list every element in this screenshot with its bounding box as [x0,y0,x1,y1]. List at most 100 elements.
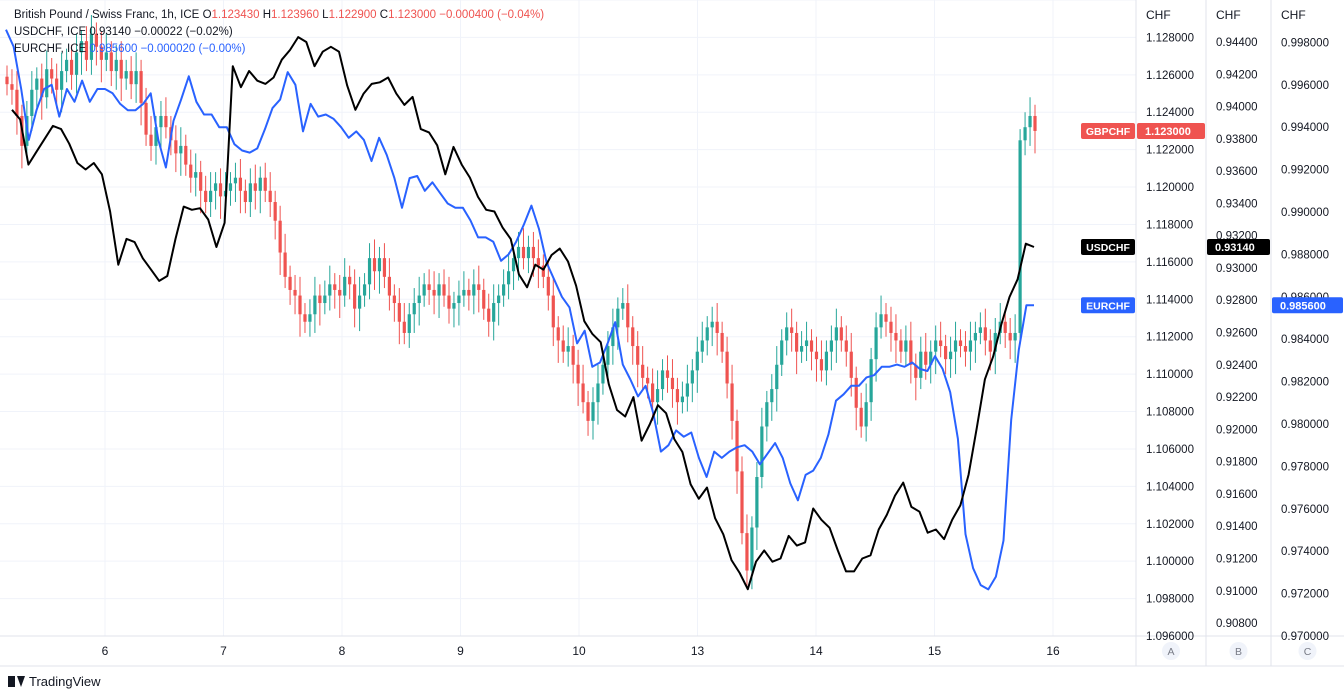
candle-body [218,183,223,197]
candle-body [665,370,670,378]
candle-body [790,327,794,333]
legend-usdchf-value: 0.93140 [89,26,131,38]
axis-tick-B: 0.92800 [1216,295,1258,307]
axis-tick-B: 0.93600 [1216,166,1258,178]
candle-body [5,76,9,85]
candle-body [213,183,218,191]
candle-body [685,383,689,397]
candle-body [914,364,918,378]
axis-tick-B: 0.94400 [1216,37,1258,49]
candle-body [730,383,734,421]
candle-body [35,78,39,90]
axis-tick-C: 0.988000 [1281,249,1329,261]
axis-tick-B: 0.92200 [1216,392,1258,404]
candle-body [526,246,531,259]
candle-body [953,340,958,352]
candle-body [189,164,193,178]
candle-body [621,303,625,309]
candle-body [199,172,203,191]
candle-body [338,289,342,296]
candle-body [993,332,997,352]
axis-tick-A: 1.118000 [1146,219,1193,231]
candle-body [829,340,833,352]
axis-tick-C: 0.992000 [1281,165,1329,177]
axis-tick-A: 1.102000 [1146,519,1194,531]
candle-body [606,346,610,365]
candle-body [795,332,799,352]
candle-body [929,351,933,365]
candle-body [1003,321,1007,333]
candle-body [591,402,595,421]
candle-body [819,359,824,371]
axis-tick-A: 1.098000 [1146,594,1194,606]
candle-body [690,370,694,384]
candle-body [765,402,769,427]
scale-button-A[interactable] [1162,642,1180,660]
candle-body [129,71,133,85]
candle-body [1023,127,1027,141]
candle-body [546,276,550,296]
candle-body [924,351,928,365]
tradingview-logo[interactable]: TradingView [8,674,101,689]
x-tick-label: 6 [102,644,109,658]
candle-body [10,84,14,90]
x-tick-label: 13 [691,644,705,658]
candle-body [780,340,784,365]
candle-body [874,327,878,360]
candle-body [243,190,247,203]
candle-body [909,340,913,365]
candle-body [308,314,312,322]
series-label-text: GBPCHF [1086,126,1131,138]
axis-tick-C: 0.976000 [1281,504,1329,516]
candle-body [884,314,888,322]
usdchf-line [11,36,1035,591]
candle-body [318,295,322,304]
candle-body [745,533,749,571]
legend-high-value: 1.123960 [271,9,319,21]
candle-body [268,190,272,203]
candle-body [333,284,337,290]
scale-button-C[interactable] [1298,642,1317,660]
scale-button-B[interactable] [1229,642,1248,660]
axis-tick-C: 0.972000 [1281,589,1329,601]
candle-body [785,327,789,341]
axis-tick-C: 0.974000 [1281,546,1329,558]
axis-tick-B: 0.93400 [1216,198,1258,210]
legend-close-label: C [379,9,389,21]
candle-body [799,346,804,352]
candle-body [303,314,307,322]
candle-body [452,303,456,309]
candle-body [457,295,461,304]
candle-body [859,407,863,427]
candle-body [472,284,476,296]
candle-body [442,284,446,296]
candle-body [204,190,208,203]
candle-body [700,340,704,352]
candle-body [437,284,441,296]
candle-body [869,359,873,403]
candle-body [626,303,630,328]
axis-tick-B: 0.92000 [1216,424,1258,436]
candle-body [968,340,973,352]
candle-body [238,177,243,191]
candle-body [596,383,600,403]
candle-body [89,33,94,60]
candle-body [948,351,953,360]
scale-button-label: C [1304,646,1312,658]
legend-usdchf-name: USDCHF, ICE [14,26,87,38]
candle-body [531,246,536,259]
candle-body [978,327,982,333]
candle-body [944,346,948,360]
x-tick-label: 14 [809,644,823,658]
candle-body [775,364,779,390]
candle-body [343,276,347,296]
candle-body [1008,332,1012,341]
candle-body [904,340,908,352]
candle-body [367,258,372,285]
axis-tick-B: 0.91800 [1216,457,1258,469]
candle-body [184,145,188,165]
axis-tick-C: 0.980000 [1281,419,1329,431]
candle-body [750,527,754,571]
legend-open-label: O [202,9,212,21]
